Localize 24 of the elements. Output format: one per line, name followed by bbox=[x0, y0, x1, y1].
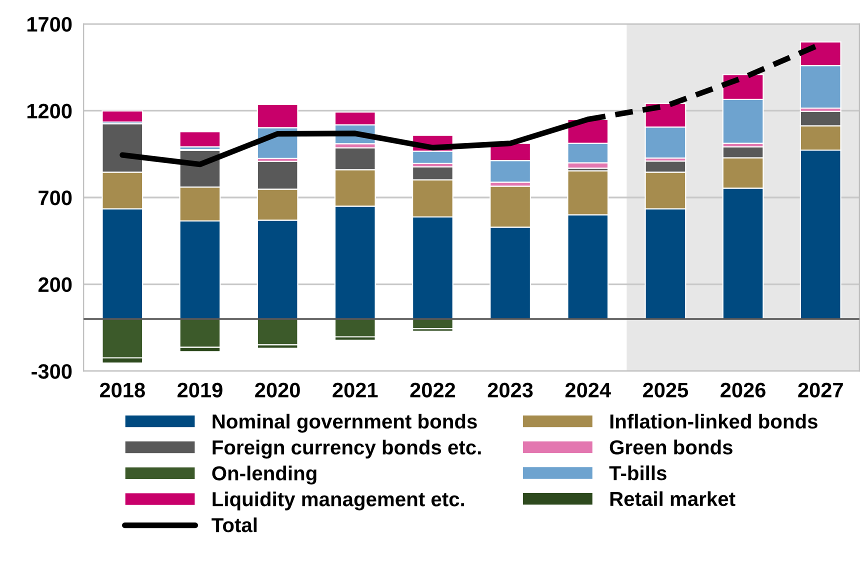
x-tick-label: 2023 bbox=[488, 382, 533, 398]
legend-label: Green bonds bbox=[610, 440, 732, 454]
x-tick-label: 2019 bbox=[178, 382, 222, 398]
legend-label: Total bbox=[212, 517, 257, 532]
legend-label: Retail market bbox=[610, 491, 736, 506]
legend-label: On-lending bbox=[212, 466, 316, 485]
legend-label: Inflation-linked bonds bbox=[610, 414, 818, 429]
y-tick-label: 700 bbox=[38, 190, 72, 206]
legend-label: Nominal government bonds bbox=[212, 414, 477, 433]
legend-label: Liquidity management etc. bbox=[212, 492, 464, 510]
y-tick-label: 1200 bbox=[27, 104, 72, 118]
legend-label: Foreign currency bonds etc. bbox=[212, 440, 481, 459]
x-tick-label: 2018 bbox=[100, 382, 145, 398]
x-tick-label: 2025 bbox=[643, 382, 688, 398]
x-tick-label: 2020 bbox=[255, 382, 300, 398]
y-tick-label: 200 bbox=[38, 277, 72, 292]
x-tick-label: 2027 bbox=[798, 382, 843, 398]
y-tick-label: 1700 bbox=[27, 16, 72, 32]
x-tick-label: 2026 bbox=[720, 382, 766, 398]
y-tick-label: -300 bbox=[32, 364, 72, 379]
legend-label: T-bills bbox=[609, 465, 666, 480]
x-tick-label: 2021 bbox=[332, 382, 378, 398]
x-tick-label: 2022 bbox=[410, 382, 456, 398]
x-tick-label: 2024 bbox=[565, 382, 611, 398]
